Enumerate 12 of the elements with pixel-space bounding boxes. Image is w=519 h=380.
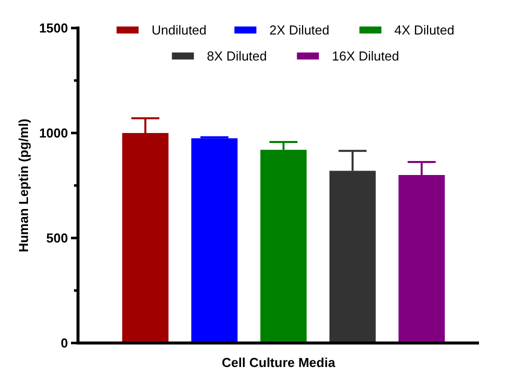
y-tick-label: 1500: [39, 20, 68, 36]
y-tick-label: 1000: [39, 126, 68, 141]
y-tick-label: 500: [46, 230, 68, 246]
legend-label: 8X Diluted: [206, 48, 267, 64]
y-axis-title: Human Leptin (pg/ml): [16, 118, 31, 252]
y-tick-label: 0: [60, 336, 68, 351]
bar: [191, 138, 238, 343]
x-axis-title: Cell Culture Media: [222, 355, 336, 370]
legend-label: 16X Diluted: [332, 48, 400, 64]
legend-label: 4X Diluted: [394, 22, 454, 38]
legend-label: Undiluted: [152, 22, 207, 38]
legend-label: 2X Diluted: [269, 22, 330, 38]
